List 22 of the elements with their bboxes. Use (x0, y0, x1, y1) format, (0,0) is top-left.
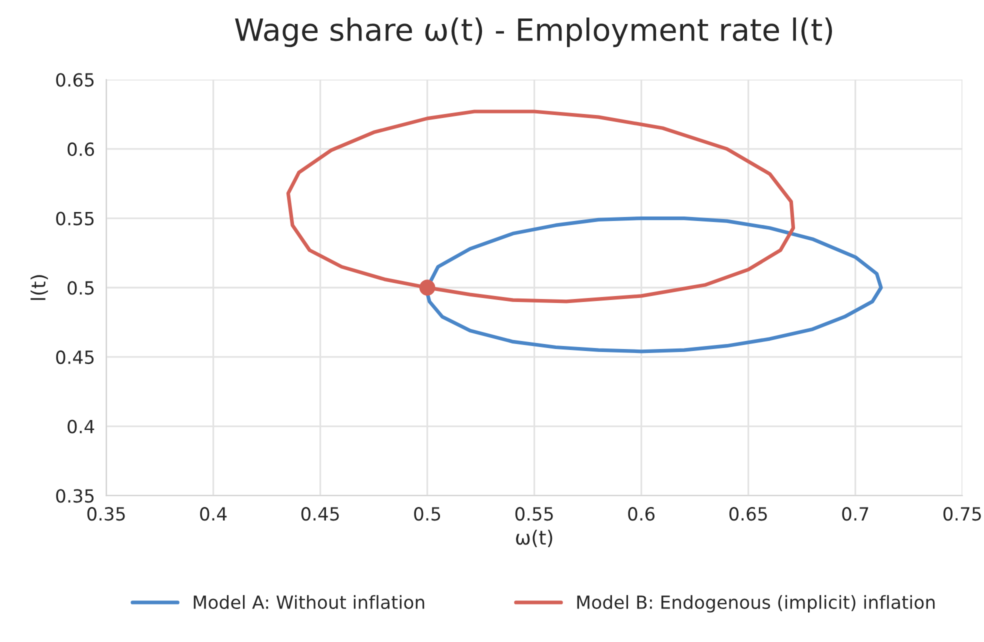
x-tick-label: 0.6 (628, 507, 655, 521)
x-tick-label: 0.4 (200, 507, 227, 521)
x-tick-label: 0.35 (87, 507, 125, 521)
y-tick-label: 0.5 (68, 281, 94, 295)
x-tick-label: 0.5 (414, 507, 440, 521)
y-tick-label: 0.45 (56, 350, 94, 364)
legend-label: Model A: Without inflation (194, 595, 424, 610)
y-tick-label: 0.55 (56, 212, 94, 226)
x-tick-label: 0.7 (842, 507, 868, 521)
y-tick-label: 0.6 (68, 142, 94, 156)
y-axis-title: l(t) (30, 275, 48, 300)
y-tick-label: 0.65 (56, 73, 94, 87)
x-tick-label: 0.75 (943, 507, 981, 521)
x-tick-label: 0.65 (729, 507, 767, 521)
y-tick-label: 0.4 (68, 420, 94, 434)
y-tick-label: 0.35 (56, 489, 94, 503)
legend-label: Model B: Endogenous (implicit) inflation (577, 595, 935, 613)
line-series (286, 110, 796, 304)
chart-title: Wage share ω(t) - Employment rate l(t) (235, 18, 832, 48)
x-tick-label: 0.55 (515, 507, 553, 521)
x-tick-label: 0.45 (301, 507, 339, 521)
x-axis-title: ω(t) (516, 530, 552, 548)
